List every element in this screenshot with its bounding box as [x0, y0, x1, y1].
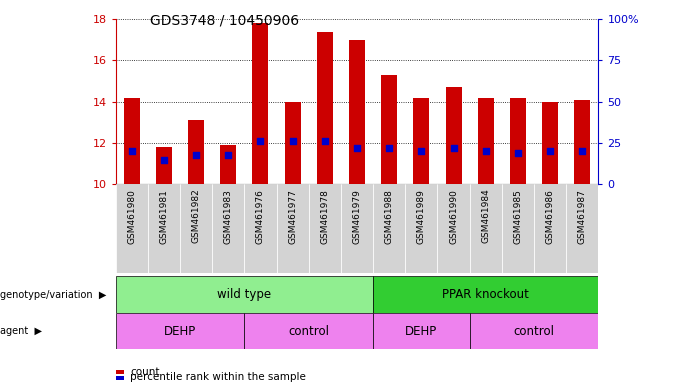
Bar	[381, 75, 397, 184]
Bar	[244, 313, 373, 349]
Text: GSM461987: GSM461987	[578, 189, 587, 243]
Text: GSM461981: GSM461981	[159, 189, 169, 243]
Bar	[277, 184, 309, 273]
Text: GSM461989: GSM461989	[417, 189, 426, 243]
Point	[480, 148, 491, 154]
Text: GSM461980: GSM461980	[127, 189, 136, 243]
Bar	[156, 147, 172, 184]
Bar	[445, 87, 462, 184]
Bar	[373, 184, 405, 273]
Point	[513, 150, 524, 156]
Bar	[188, 120, 204, 184]
Bar	[373, 276, 598, 313]
Bar	[566, 184, 598, 273]
Bar	[317, 31, 333, 184]
Bar	[405, 184, 437, 273]
Point	[352, 145, 362, 151]
Bar	[373, 313, 470, 349]
Bar	[470, 184, 502, 273]
Text: control: control	[288, 325, 329, 338]
Text: control: control	[513, 325, 554, 338]
Bar	[180, 184, 212, 273]
Text: DEHP: DEHP	[164, 325, 196, 338]
Bar	[309, 184, 341, 273]
Text: GSM461988: GSM461988	[385, 189, 394, 243]
Text: genotype/variation  ▶: genotype/variation ▶	[0, 290, 106, 300]
Text: GDS3748 / 10450906: GDS3748 / 10450906	[150, 13, 299, 27]
Point	[158, 157, 169, 163]
Text: GSM461976: GSM461976	[256, 189, 265, 243]
Point	[223, 152, 234, 158]
Bar	[502, 184, 534, 273]
Text: GSM461985: GSM461985	[513, 189, 522, 243]
Bar	[148, 184, 180, 273]
Point	[577, 148, 588, 154]
Point	[255, 138, 266, 144]
Bar	[477, 98, 494, 184]
Text: wild type: wild type	[218, 288, 271, 301]
Bar	[252, 23, 269, 184]
Bar	[542, 102, 558, 184]
Bar	[116, 276, 373, 313]
Bar	[470, 313, 598, 349]
Text: PPAR knockout: PPAR knockout	[442, 288, 529, 301]
Bar	[284, 102, 301, 184]
Text: GSM461978: GSM461978	[320, 189, 329, 243]
Point	[320, 138, 330, 144]
Point	[416, 148, 427, 154]
Bar	[116, 313, 244, 349]
Bar	[574, 100, 590, 184]
Bar	[212, 184, 244, 273]
Bar	[510, 98, 526, 184]
Text: GSM461979: GSM461979	[352, 189, 362, 243]
Point	[190, 152, 201, 158]
Text: GSM461990: GSM461990	[449, 189, 458, 243]
Point	[448, 145, 459, 151]
Text: GSM461977: GSM461977	[288, 189, 297, 243]
Text: GSM461986: GSM461986	[545, 189, 555, 243]
Point	[287, 138, 298, 144]
Point	[545, 148, 556, 154]
Point	[384, 145, 394, 151]
Bar	[244, 184, 277, 273]
Bar	[534, 184, 566, 273]
Text: count: count	[130, 367, 159, 377]
Text: GSM461983: GSM461983	[224, 189, 233, 243]
Text: percentile rank within the sample: percentile rank within the sample	[130, 372, 306, 382]
Text: GSM461982: GSM461982	[192, 189, 201, 243]
Bar	[437, 184, 470, 273]
Bar	[124, 98, 139, 184]
Bar	[413, 98, 429, 184]
Bar	[220, 145, 237, 184]
Text: agent  ▶: agent ▶	[0, 326, 42, 336]
Bar	[341, 184, 373, 273]
Bar	[116, 184, 148, 273]
Text: DEHP: DEHP	[405, 325, 437, 338]
Point	[126, 148, 137, 154]
Text: GSM461984: GSM461984	[481, 189, 490, 243]
Bar	[349, 40, 365, 184]
